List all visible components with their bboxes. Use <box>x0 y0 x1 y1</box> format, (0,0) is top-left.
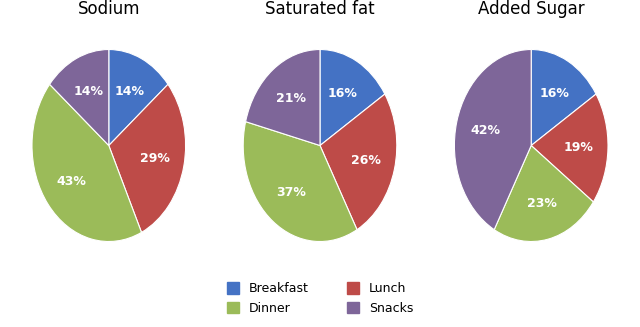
Wedge shape <box>320 94 397 230</box>
Wedge shape <box>243 122 357 242</box>
Text: 26%: 26% <box>351 154 381 167</box>
Text: 23%: 23% <box>527 197 557 210</box>
Legend: Breakfast, Dinner, Lunch, Snacks: Breakfast, Dinner, Lunch, Snacks <box>220 276 420 321</box>
Wedge shape <box>320 49 385 146</box>
Title: Added Sugar: Added Sugar <box>478 0 584 18</box>
Text: 42%: 42% <box>470 124 500 137</box>
Wedge shape <box>494 146 593 242</box>
Text: 37%: 37% <box>276 186 306 199</box>
Wedge shape <box>32 84 141 242</box>
Text: 16%: 16% <box>540 87 569 100</box>
Text: 16%: 16% <box>328 87 358 100</box>
Title: Sodium: Sodium <box>77 0 140 18</box>
Wedge shape <box>531 94 608 202</box>
Text: 29%: 29% <box>140 152 170 165</box>
Title: Saturated fat: Saturated fat <box>265 0 375 18</box>
Text: 21%: 21% <box>276 92 306 105</box>
Wedge shape <box>109 49 168 146</box>
Text: 43%: 43% <box>56 176 86 188</box>
Text: 14%: 14% <box>114 85 144 98</box>
Wedge shape <box>50 49 109 146</box>
Wedge shape <box>531 49 596 146</box>
Wedge shape <box>109 84 186 232</box>
Wedge shape <box>246 49 320 146</box>
Text: 19%: 19% <box>564 141 594 154</box>
Wedge shape <box>454 49 531 230</box>
Text: 14%: 14% <box>74 85 104 98</box>
